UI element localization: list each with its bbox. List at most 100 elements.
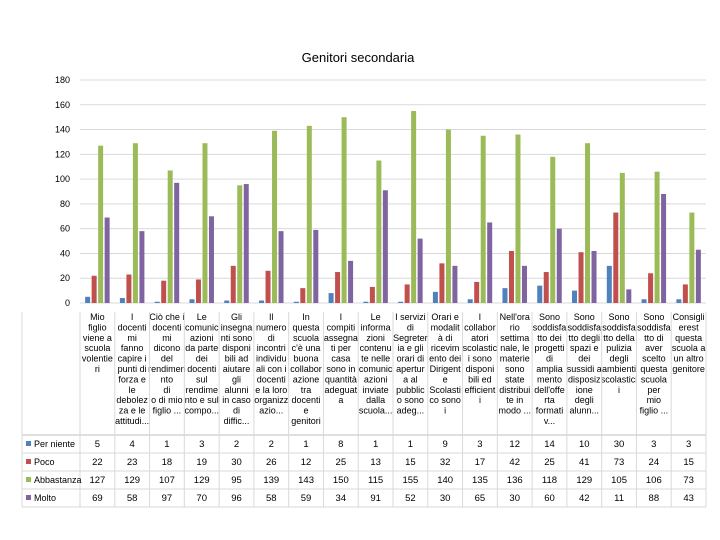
category-label: Sono soddisfa tto della pulizia degli ambient… bbox=[601, 312, 638, 395]
category-label-line: tto dei bbox=[537, 333, 562, 343]
bar bbox=[348, 260, 354, 303]
table-cell: 118 bbox=[542, 475, 557, 486]
category-label-line: tto degli bbox=[569, 333, 601, 343]
bar bbox=[654, 171, 660, 303]
category-label-line: disposiz bbox=[568, 374, 601, 384]
category-label-line: incontri bbox=[257, 343, 286, 353]
category-label-line: Ciò che i bbox=[149, 312, 184, 322]
bar bbox=[328, 293, 334, 303]
category-label-line: docenti bbox=[118, 322, 147, 332]
category-label-line: rendimen bbox=[148, 364, 186, 374]
category-label-line: adeg... bbox=[397, 406, 425, 416]
category-label-line: dicono bbox=[154, 343, 181, 353]
category-label-line: tto di bbox=[644, 333, 664, 343]
category-label-line: c'è una bbox=[292, 343, 321, 353]
bar bbox=[300, 288, 306, 303]
category-label-line: in caso bbox=[222, 395, 251, 405]
table-cell: 58 bbox=[127, 493, 138, 504]
bar bbox=[376, 160, 382, 303]
y-tick-label: 120 bbox=[55, 149, 70, 159]
category-label: Orari e modalit à di ricevim ento dei Dirigen… bbox=[429, 312, 461, 416]
category-label-line: settima bbox=[500, 333, 529, 343]
table-cell: 42 bbox=[509, 457, 520, 468]
table-cell: 59 bbox=[301, 493, 312, 504]
table-cell: 96 bbox=[231, 493, 242, 504]
table-cell: 70 bbox=[196, 493, 207, 504]
category-label-line: inviate bbox=[363, 385, 389, 395]
category-label-line: pubblic bbox=[396, 385, 425, 395]
category-label-line: i bbox=[444, 406, 446, 416]
category-label-line: collabor bbox=[290, 364, 322, 374]
bar bbox=[104, 217, 110, 303]
category-label-line: I bbox=[479, 312, 482, 322]
category-label-line: figlio bbox=[88, 322, 107, 332]
bar bbox=[230, 265, 236, 303]
table-cell: 127 bbox=[89, 475, 105, 486]
bar bbox=[382, 190, 388, 303]
table-cell: 14 bbox=[544, 439, 555, 450]
category-label-line: compiti bbox=[327, 322, 356, 332]
category-label-line: aver bbox=[645, 343, 663, 353]
category-label-line: comunic bbox=[359, 364, 393, 374]
category-label-line: e la loro bbox=[255, 385, 287, 395]
category-label-line: docenti bbox=[187, 364, 216, 374]
category-label-line: amplia bbox=[536, 364, 563, 374]
category-label-line: casa bbox=[331, 354, 350, 364]
category-label-line: da parte bbox=[185, 343, 218, 353]
category-label-line: state bbox=[505, 374, 525, 384]
category-label-line: aiutare bbox=[223, 364, 251, 374]
category-label-line: azione bbox=[293, 374, 320, 384]
category-label-line: le bbox=[129, 385, 136, 395]
table-cell: 22 bbox=[92, 457, 103, 468]
bar bbox=[195, 279, 201, 303]
category-label: Sono soddisfa tto di aver scelto questa scuola… bbox=[637, 312, 671, 416]
bar bbox=[689, 212, 695, 303]
category-label-line: atori bbox=[471, 333, 489, 343]
category-label-line: v... bbox=[544, 416, 555, 426]
category-label-line: Le bbox=[371, 312, 381, 322]
category-label-line: azio... bbox=[259, 406, 283, 416]
category-label-line: Scolasti bbox=[429, 385, 461, 395]
table-cell: 8 bbox=[338, 439, 343, 450]
category-label-line: soddisfa bbox=[533, 322, 567, 332]
category-label-line: tra bbox=[301, 385, 312, 395]
category-label-line: sono in bbox=[326, 364, 355, 374]
y-tick-label: 60 bbox=[60, 224, 70, 234]
category-label-line: Le bbox=[197, 312, 207, 322]
category-label-line: disponi bbox=[466, 364, 495, 374]
table-cell: 97 bbox=[162, 493, 173, 504]
bar bbox=[208, 216, 214, 303]
legend-key bbox=[26, 459, 31, 464]
table-cell: 30 bbox=[231, 457, 242, 468]
category-label-line: rta bbox=[544, 395, 555, 405]
table-cell: 32 bbox=[440, 457, 451, 468]
bar bbox=[341, 117, 347, 304]
category-label-line: scolastici bbox=[601, 374, 638, 384]
category-label-line: informa bbox=[361, 322, 391, 332]
bar bbox=[682, 284, 688, 303]
category-label-line: capire i bbox=[118, 354, 147, 364]
bar bbox=[521, 265, 527, 303]
category-label-line: scuola a bbox=[672, 343, 706, 353]
legend-label: Abbastanza bbox=[34, 475, 82, 485]
bar bbox=[154, 301, 160, 303]
category-label-line: Dirigent bbox=[430, 364, 462, 374]
table-cell: 139 bbox=[263, 475, 279, 486]
bar bbox=[585, 143, 591, 303]
bar bbox=[661, 193, 667, 303]
bar bbox=[572, 290, 578, 303]
bar bbox=[363, 301, 369, 303]
y-tick-label: 0 bbox=[65, 298, 70, 308]
bar bbox=[676, 299, 682, 303]
category-label-line: scuola... bbox=[359, 406, 393, 416]
bar bbox=[417, 238, 423, 303]
table-cell: 107 bbox=[159, 475, 175, 486]
category-label-line: questa bbox=[293, 322, 320, 332]
bar bbox=[543, 272, 549, 303]
category-label-line: te in bbox=[506, 395, 523, 405]
table-cell: 9 bbox=[443, 439, 448, 450]
category-label-line: del bbox=[161, 354, 173, 364]
category-label-line: ambienti bbox=[602, 364, 636, 374]
